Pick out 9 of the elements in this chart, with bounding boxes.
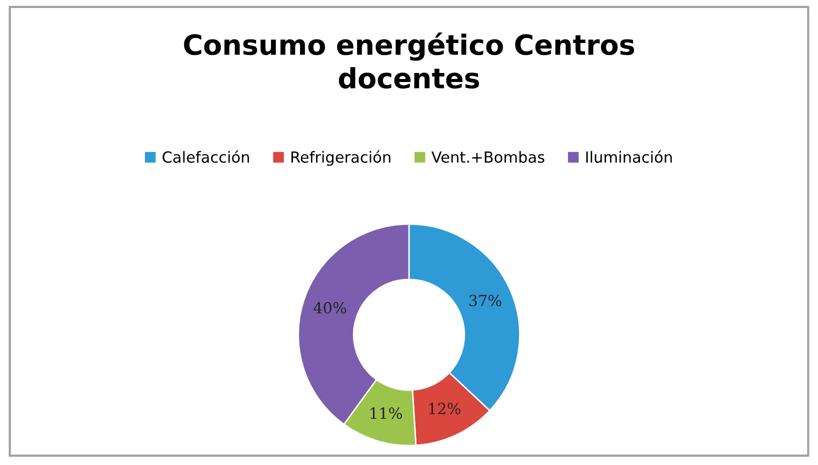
legend-label: Iluminación [586,150,672,163]
data-label: 12% [429,402,460,414]
data-label: 40% [314,302,346,314]
data-label: 11% [370,407,402,419]
legend-label: Calefacción [162,150,249,163]
legend-label: Refrigeración [291,150,390,166]
chart-title: Consumo energético Centros docentes [184,32,634,89]
legend-label: Vent.+Bombas [431,151,544,163]
data-label: 37% [469,294,502,306]
